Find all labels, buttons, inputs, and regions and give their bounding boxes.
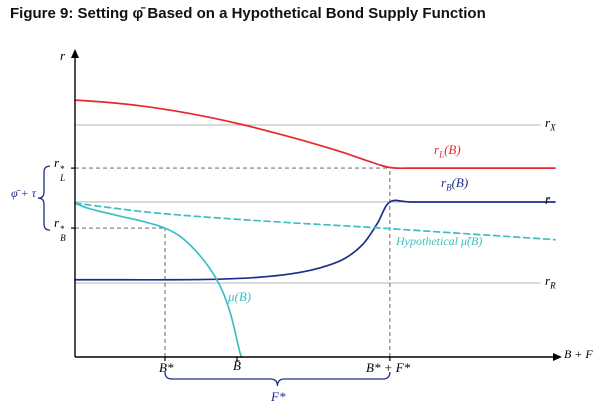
curve-label-rB: rB(B): [441, 175, 469, 193]
curve-label-hypothetical-mu: Hypothetical μ̃(B): [396, 234, 483, 248]
ref-line-label-rR: rR: [545, 273, 556, 291]
curve-label-rL: rL(B): [434, 142, 461, 160]
ref-line-label-rX: rX: [545, 115, 556, 133]
x-axis-label: B + F: [564, 347, 593, 361]
y-tick-label-rL-star: r * L: [54, 155, 66, 183]
phi-plus-tau-label: φ̄ + τ: [10, 186, 36, 200]
x-tick-label-B-star: B*: [159, 360, 174, 375]
figure-title: Figure 9: Setting φ̄ Based on a Hypothet…: [10, 5, 486, 22]
ref-line-label-rbar: r̄: [545, 192, 551, 207]
F-star-brace-label: F*: [271, 389, 286, 404]
x-tick-label-B-plus-F-star: B* + F*: [366, 360, 411, 375]
y-tick-label-rB-star: r * B: [54, 215, 66, 243]
x-tick-label-B-bar: B̄: [233, 358, 241, 373]
y-axis-label: r: [60, 48, 66, 63]
curve-label-mu: μ(B): [228, 289, 252, 304]
